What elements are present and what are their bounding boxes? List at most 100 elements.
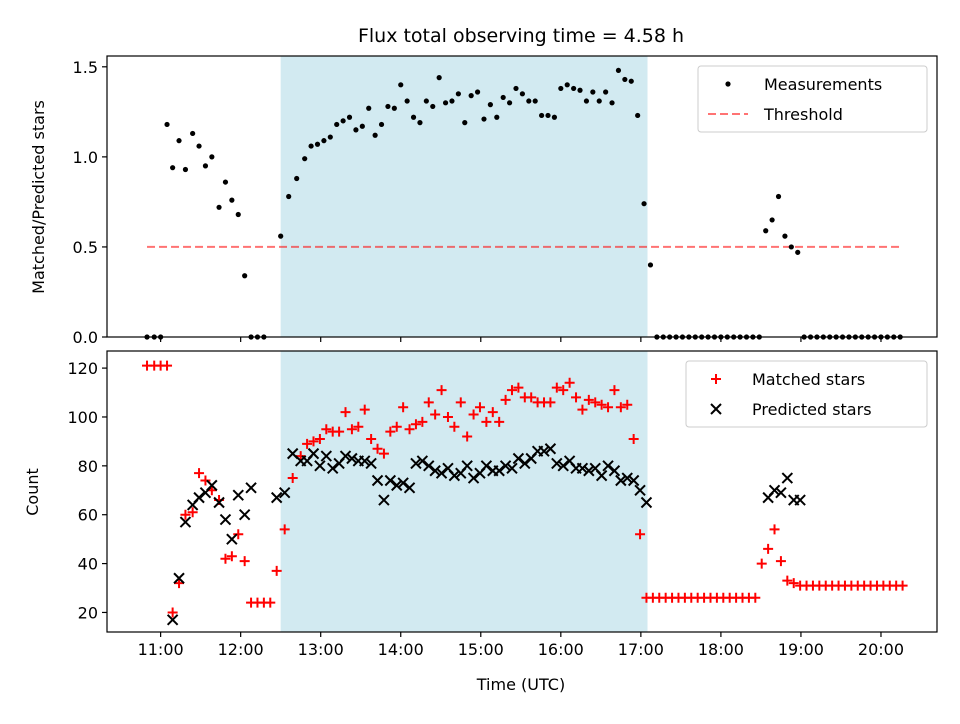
data-point	[346, 114, 353, 120]
data-point	[545, 112, 551, 119]
data-point	[417, 120, 423, 126]
data-point	[442, 100, 449, 106]
y-tick-label: 1.0	[73, 148, 98, 167]
data-point	[166, 614, 179, 626]
data-point	[538, 445, 550, 457]
data-point	[423, 397, 434, 408]
data-point	[622, 399, 633, 410]
data-point	[359, 404, 370, 415]
data-point	[590, 89, 596, 95]
data-point	[239, 556, 250, 567]
data-point	[551, 457, 563, 470]
data-point	[608, 465, 621, 477]
x-tick-label: 19:00	[778, 640, 824, 659]
data-point	[174, 578, 185, 589]
data-point	[307, 447, 320, 460]
data-point	[366, 433, 377, 444]
data-point	[596, 98, 602, 104]
data-point	[596, 399, 607, 410]
data-point	[455, 397, 466, 408]
data-point	[385, 426, 396, 437]
data-point	[423, 460, 435, 472]
data-point	[397, 477, 409, 489]
data-point	[226, 533, 238, 545]
data-point	[229, 197, 235, 203]
data-point	[628, 78, 634, 84]
data-point	[238, 509, 251, 521]
x-tick-label: 14:00	[378, 640, 424, 659]
data-point	[558, 385, 569, 396]
data-point	[187, 507, 198, 518]
data-point	[410, 114, 417, 120]
data-point	[279, 524, 290, 535]
plot-frame	[106, 350, 938, 633]
data-point	[321, 424, 332, 435]
data-point	[278, 233, 284, 239]
data-point	[346, 452, 358, 465]
data-point	[162, 360, 173, 371]
x-tick-label: 18:00	[698, 640, 744, 659]
data-point	[302, 438, 313, 449]
data-point	[462, 120, 468, 126]
data-point	[371, 474, 384, 487]
data-point	[622, 76, 628, 83]
data-point	[429, 465, 441, 477]
data-point	[359, 455, 371, 467]
data-point	[359, 123, 365, 129]
data-point	[391, 479, 403, 492]
data-point	[788, 578, 799, 589]
data-point	[286, 193, 292, 200]
data-point	[167, 607, 178, 618]
data-point	[513, 85, 519, 92]
bottom-panel: Count 20 40 60 80 100 120 11:00 12:00 13:00 14:00…	[23, 350, 938, 659]
data-point	[398, 402, 409, 413]
data-point	[539, 112, 545, 119]
data-point	[327, 134, 333, 140]
data-point	[576, 462, 589, 474]
data-point	[481, 116, 487, 122]
data-point	[435, 467, 448, 479]
observing-window-band	[280, 56, 648, 337]
data-point	[768, 484, 781, 496]
data-point	[590, 397, 601, 408]
data-point	[526, 98, 532, 104]
data-point	[270, 491, 283, 504]
data-point	[206, 479, 218, 492]
y-tick-label: 40	[78, 555, 98, 574]
data-point	[398, 82, 404, 88]
data-point	[519, 91, 526, 97]
data-point	[487, 407, 498, 418]
data-point	[647, 262, 654, 268]
data-point	[583, 394, 594, 405]
data-point	[564, 82, 570, 88]
x-tick-label: 12:00	[218, 640, 264, 659]
data-point	[346, 424, 357, 435]
data-point	[583, 98, 590, 104]
legend-label: Measurements	[764, 75, 882, 94]
legend: Matched stars Predicted stars	[685, 360, 928, 428]
data-point	[182, 166, 189, 173]
data-point	[295, 451, 306, 462]
data-point	[763, 228, 769, 234]
data-point	[627, 474, 640, 487]
data-point	[287, 473, 298, 484]
data-point	[628, 433, 639, 444]
data-point	[634, 484, 646, 496]
data-point	[583, 465, 595, 477]
data-point	[782, 575, 793, 586]
data-point	[558, 85, 564, 92]
data-point	[176, 138, 182, 144]
legend: Measurements Threshold	[697, 65, 928, 133]
legend-marker	[711, 374, 721, 384]
data-point	[577, 404, 588, 415]
figure-title: Flux total observing time = 4.58 h	[358, 25, 684, 47]
data-point	[378, 121, 385, 128]
y-tick-label: 120	[67, 359, 98, 378]
data-point	[449, 421, 460, 432]
data-point	[442, 411, 453, 422]
data-point	[775, 193, 782, 200]
x-tick-label: 13:00	[298, 640, 344, 659]
data-point	[327, 462, 339, 474]
data-point	[308, 143, 314, 149]
